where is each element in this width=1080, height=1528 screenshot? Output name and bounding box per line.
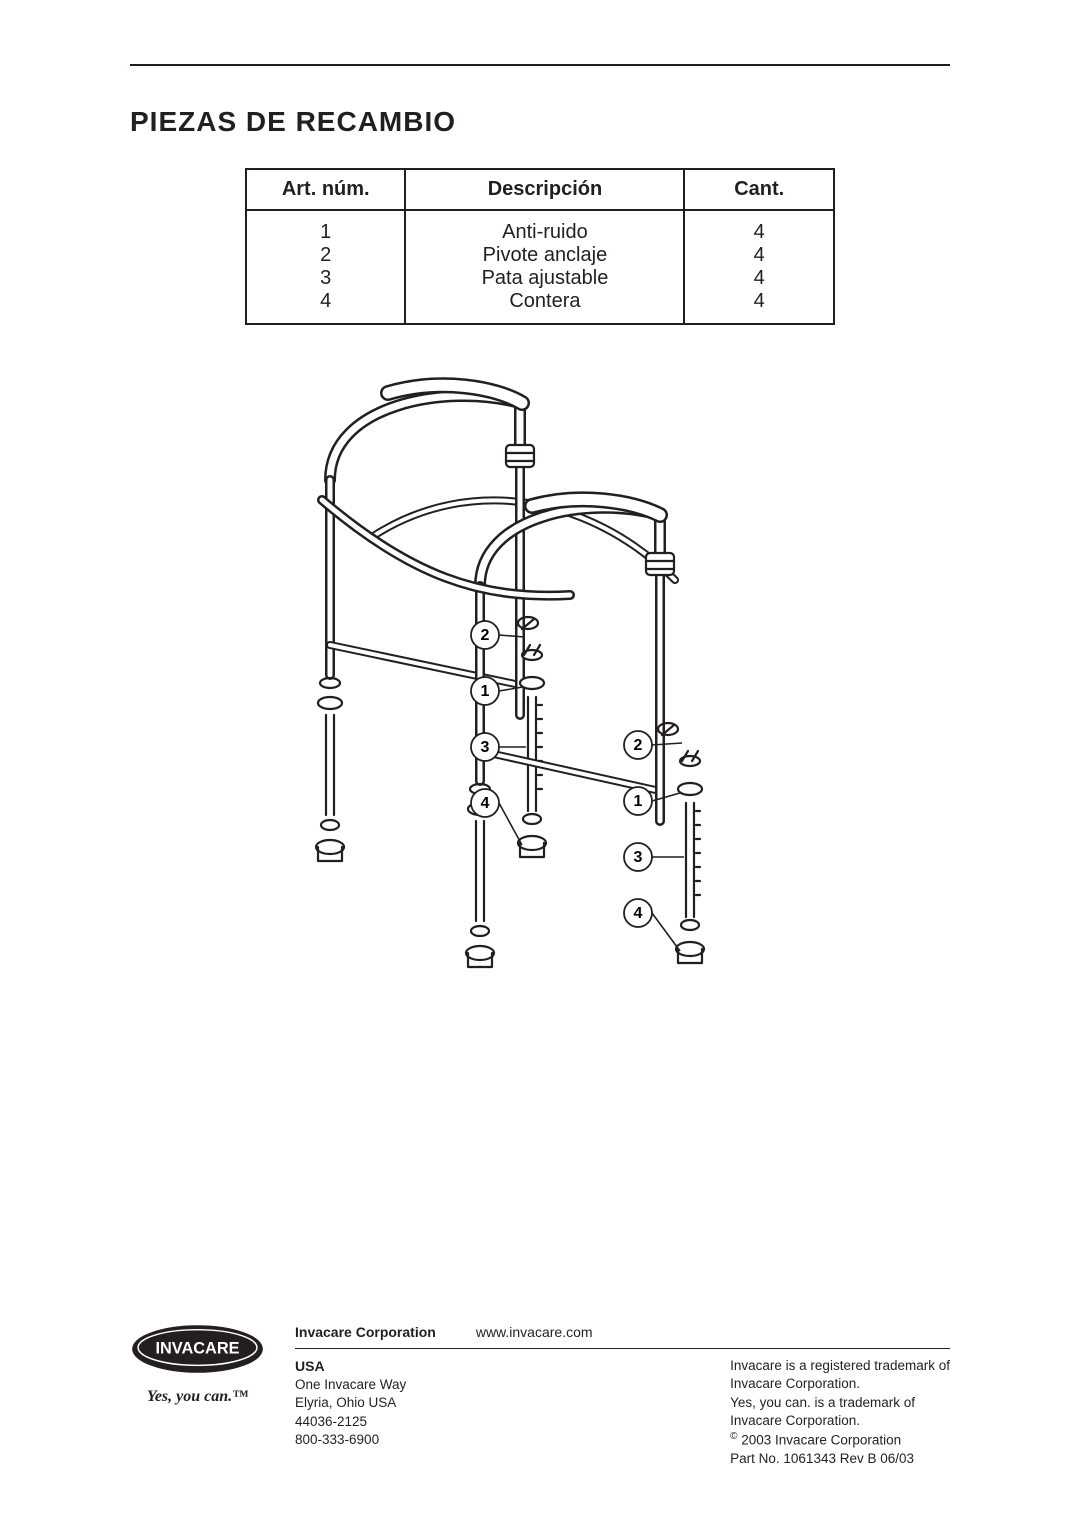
address-line: Elyria, Ohio USA (295, 1394, 406, 1412)
cell-art: 4 (246, 290, 405, 324)
copyright-text: 2003 Invacare Corporation (738, 1433, 902, 1448)
cell-qty: 4 (684, 210, 834, 244)
footer-corp-name: Invacare Corporation (295, 1323, 436, 1342)
walker-diagram: 2 1 3 4 2 1 3 (270, 345, 810, 1025)
callout-label: 2 (634, 737, 643, 754)
callout-label: 1 (634, 793, 643, 810)
cell-art: 1 (246, 210, 405, 244)
copyright-symbol: © (730, 1431, 737, 1442)
invacare-logo-icon: INVACARE (130, 1323, 265, 1375)
cell-qty: 4 (684, 290, 834, 324)
callout-label: 3 (481, 739, 490, 756)
table-row: 4 Contera 4 (246, 290, 834, 324)
callout-label: 4 (481, 795, 490, 812)
cell-art: 2 (246, 244, 405, 267)
legal-line: Yes, you can. is a trademark of (730, 1394, 950, 1412)
legal-line: Invacare is a registered trademark of (730, 1357, 950, 1375)
logo-text: INVACARE (155, 1340, 239, 1358)
legal-partno: Part No. 1061343 Rev B 06/03 (730, 1450, 950, 1468)
parts-table: Art. núm. Descripción Cant. 1 Anti-ruido… (245, 168, 835, 325)
table-row: 1 Anti-ruido 4 (246, 210, 834, 244)
footer-url: www.invacare.com (476, 1323, 593, 1342)
top-rule (130, 64, 950, 66)
address-zip: 44036-2125 (295, 1413, 406, 1431)
cell-desc: Pivote anclaje (405, 244, 684, 267)
address-country: USA (295, 1357, 406, 1376)
address-line: One Invacare Way (295, 1376, 406, 1394)
table-header-art: Art. núm. (246, 169, 405, 210)
table-row: 2 Pivote anclaje 4 (246, 244, 834, 267)
table-header-row: Art. núm. Descripción Cant. (246, 169, 834, 210)
callout-label: 3 (634, 849, 643, 866)
callout-label: 2 (481, 627, 490, 644)
brand-logo-block: INVACARE Yes, you can.™ (130, 1323, 265, 1406)
brand-tagline: Yes, you can.™ (130, 1388, 265, 1406)
callout-label: 4 (634, 905, 643, 922)
section-title: PIEZAS DE RECAMBIO (130, 106, 950, 138)
diagram-container: 2 1 3 4 2 1 3 (130, 345, 950, 1025)
footer-address: USA One Invacare Way Elyria, Ohio USA 44… (295, 1357, 406, 1468)
callout-label: 1 (481, 683, 490, 700)
cell-art: 3 (246, 267, 405, 290)
cell-qty: 4 (684, 267, 834, 290)
footer-rule (295, 1348, 950, 1349)
table-header-desc: Descripción (405, 169, 684, 210)
address-phone: 800-333-6900 (295, 1431, 406, 1449)
document-page: PIEZAS DE RECAMBIO Art. núm. Descripción… (0, 0, 1080, 1528)
cell-qty: 4 (684, 244, 834, 267)
page-footer: INVACARE Yes, you can.™ Invacare Corpora… (130, 1323, 950, 1468)
legal-line: Invacare Corporation. (730, 1412, 950, 1430)
legal-line: © 2003 Invacare Corporation (730, 1430, 950, 1450)
footer-legal: Invacare is a registered trademark of In… (730, 1357, 950, 1468)
table-row: 3 Pata ajustable 4 (246, 267, 834, 290)
cell-desc: Pata ajustable (405, 267, 684, 290)
legal-line: Invacare Corporation. (730, 1375, 950, 1393)
cell-desc: Anti-ruido (405, 210, 684, 244)
cell-desc: Contera (405, 290, 684, 324)
table-header-qty: Cant. (684, 169, 834, 210)
